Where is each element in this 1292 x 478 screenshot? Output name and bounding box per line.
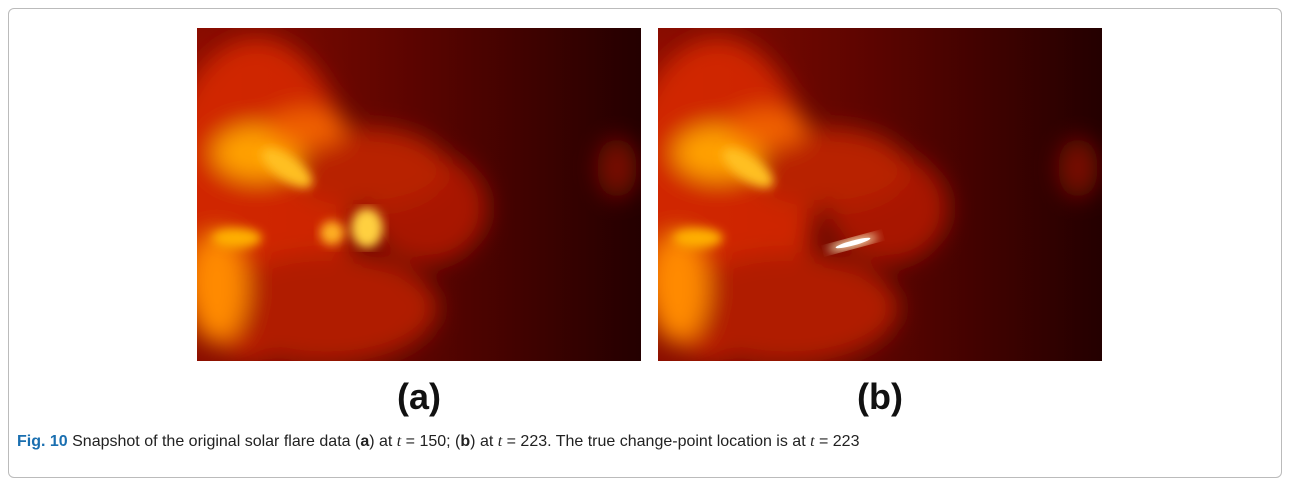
caption-segment: = 223 [815, 433, 860, 450]
solar-flare-image [658, 28, 1102, 361]
caption-segment: a [360, 433, 369, 450]
caption-segment: = 150; ( [401, 433, 460, 450]
solar-flare-image [197, 28, 641, 361]
image-b [658, 28, 1102, 361]
caption-segment: b [460, 433, 470, 450]
caption-segment: Fig. 10 [17, 433, 68, 450]
panel-label: (a) [197, 376, 641, 418]
page: {"figure": { "panels": [{"label": "(a)"}… [0, 0, 1292, 463]
caption: Fig. 10 Snapshot of the original solar f… [17, 433, 859, 451]
image-a [197, 28, 641, 361]
panel-label: (b) [658, 376, 1102, 418]
caption-segment: ) at [369, 433, 397, 450]
caption-segment: = 223. The true change-point location is… [502, 433, 810, 450]
caption-segment: Snapshot of the original solar flare dat… [68, 433, 361, 450]
caption-segment: ) at [470, 433, 498, 450]
